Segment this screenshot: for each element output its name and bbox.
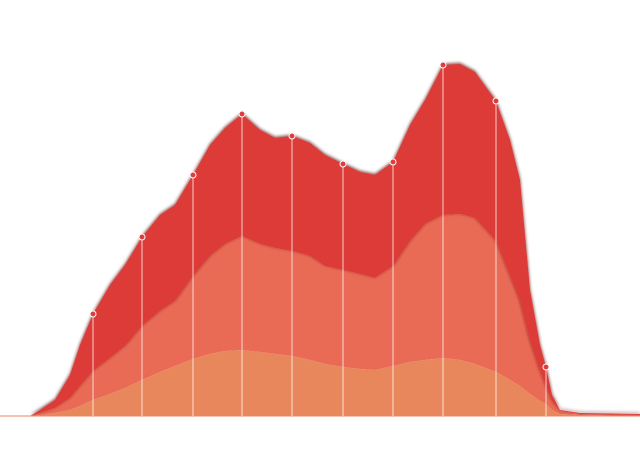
marker-dot — [389, 158, 397, 166]
area-layer — [30, 350, 640, 416]
marker-dot — [339, 160, 347, 168]
marker-dot — [138, 233, 146, 241]
marker-dot — [238, 110, 246, 118]
marker-dot — [492, 97, 500, 105]
marker-dot — [439, 61, 447, 69]
marker-dot — [89, 310, 97, 318]
marker-dot — [288, 132, 296, 140]
area-layer — [30, 214, 640, 416]
marker-dot — [189, 171, 197, 179]
marker-dot — [542, 363, 550, 371]
area-layer — [30, 64, 640, 416]
